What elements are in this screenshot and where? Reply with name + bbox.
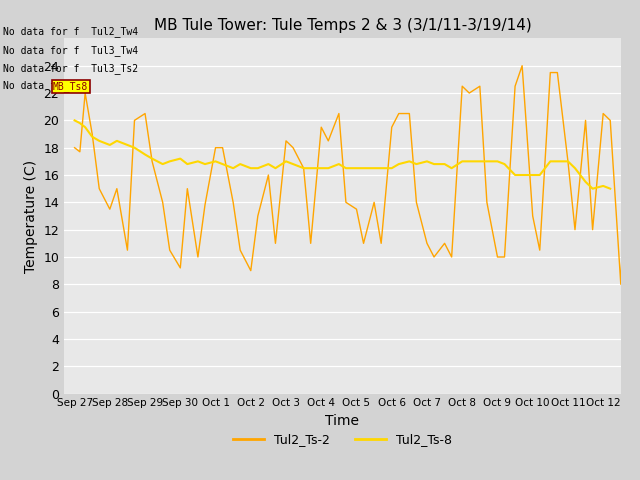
X-axis label: Time: Time: [325, 414, 360, 428]
Text: No data for f: No data for f: [3, 81, 92, 91]
Tul2_Ts-2: [300, 165, 307, 171]
Tul2_Ts-2: [624, 104, 632, 109]
Tul2_Ts-2: [599, 111, 607, 117]
Tul2_Ts-8: [589, 186, 596, 192]
Text: No data for f  Tul3_Ts2: No data for f Tul3_Ts2: [3, 63, 138, 74]
Tul2_Ts-2: [554, 70, 561, 75]
Tul2_Ts-8: [317, 165, 325, 171]
Title: MB Tule Tower: Tule Temps 2 & 3 (3/1/11-3/19/14): MB Tule Tower: Tule Temps 2 & 3 (3/1/11-…: [154, 18, 531, 33]
Tul2_Ts-2: [71, 145, 79, 151]
Tul2_Ts-2: [518, 63, 526, 69]
Y-axis label: Temperature (C): Temperature (C): [24, 159, 38, 273]
Tul2_Ts-2: [617, 281, 625, 287]
Text: No data for f  Tul3_Tw4: No data for f Tul3_Tw4: [3, 45, 138, 56]
Tul2_Ts-8: [441, 161, 449, 167]
Tul2_Ts-8: [229, 165, 237, 171]
Line: Tul2_Ts-8: Tul2_Ts-8: [75, 120, 610, 189]
Tul2_Ts-8: [599, 183, 607, 189]
Legend: Tul2_Ts-2, Tul2_Ts-8: Tul2_Ts-2, Tul2_Ts-8: [228, 428, 457, 451]
Text: No data for f  Tul2_Tw4: No data for f Tul2_Tw4: [3, 26, 138, 37]
Tul2_Ts-8: [606, 186, 614, 192]
Tul2_Ts-2: [194, 254, 202, 260]
Text: MB_Ts8: MB_Ts8: [53, 81, 88, 92]
Line: Tul2_Ts-2: Tul2_Ts-2: [75, 66, 628, 284]
Tul2_Ts-8: [335, 161, 342, 167]
Tul2_Ts-8: [71, 118, 79, 123]
Tul2_Ts-2: [229, 200, 237, 205]
Tul2_Ts-2: [353, 206, 360, 212]
Tul2_Ts-8: [212, 158, 220, 164]
